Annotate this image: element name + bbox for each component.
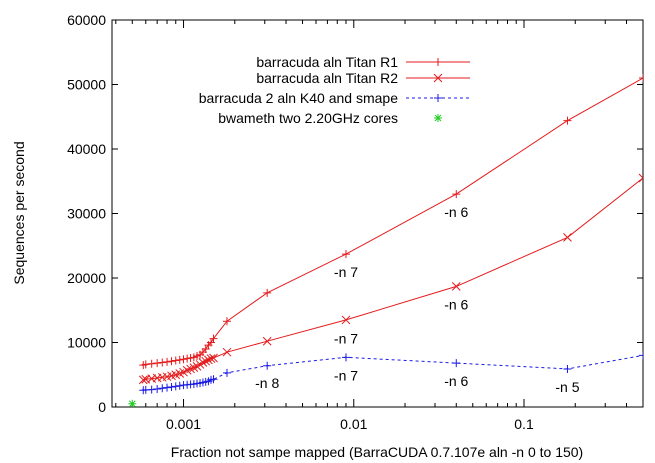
data-point bbox=[163, 383, 172, 392]
data-point bbox=[263, 288, 272, 297]
data-point bbox=[341, 250, 350, 259]
data-point bbox=[451, 282, 461, 291]
legend-label: barracuda 2 aln K40 and smape bbox=[199, 90, 398, 106]
data-point bbox=[222, 347, 232, 357]
data-point bbox=[171, 356, 180, 365]
annotation-label: -n 8 bbox=[255, 375, 279, 391]
data-point bbox=[175, 381, 184, 390]
data-point bbox=[563, 116, 572, 125]
data-point bbox=[639, 74, 643, 83]
series-line bbox=[143, 177, 643, 381]
data-point bbox=[341, 315, 351, 325]
x-axis-label: Fraction not sampe mapped (BarraCUDA 0.7… bbox=[171, 444, 583, 460]
data-point bbox=[189, 363, 199, 373]
data-point bbox=[222, 317, 231, 326]
data-point bbox=[167, 357, 176, 366]
annotation-label: -n 7 bbox=[334, 367, 358, 383]
legend-label: bwameth two 2.20GHz cores bbox=[218, 110, 398, 126]
y-tick-label: 30000 bbox=[67, 206, 106, 222]
data-point bbox=[138, 375, 148, 385]
legend-marker bbox=[434, 114, 442, 122]
data-point bbox=[452, 359, 461, 368]
data-point bbox=[206, 354, 216, 363]
annotation-label: -n 5 bbox=[555, 379, 579, 395]
legend-label: barracuda aln Titan R2 bbox=[256, 70, 398, 86]
legend-marker bbox=[434, 58, 442, 66]
data-point bbox=[563, 364, 572, 373]
data-point bbox=[209, 353, 218, 363]
data-point bbox=[209, 334, 218, 343]
data-point bbox=[183, 354, 192, 363]
x-tick-label: 0.1 bbox=[514, 416, 534, 432]
annotations-layer: -n 6 -n 7 -n 6 -n 7 -n 8 -n 7 -n 6 -n 5 bbox=[255, 204, 580, 395]
data-point bbox=[153, 384, 162, 393]
data-point bbox=[147, 385, 156, 394]
data-point bbox=[341, 353, 350, 362]
data-point bbox=[186, 364, 195, 374]
data-point bbox=[452, 190, 461, 199]
data-point bbox=[263, 361, 272, 370]
y-tick-label: 50000 bbox=[67, 77, 106, 93]
data-point bbox=[638, 173, 643, 183]
y-axis-label: Sequences per second bbox=[11, 141, 27, 284]
series-4 bbox=[128, 399, 137, 407]
series-3 bbox=[139, 351, 643, 395]
legend-marker bbox=[434, 94, 442, 102]
legend-label: barracuda aln Titan R1 bbox=[256, 54, 398, 70]
data-point bbox=[167, 383, 176, 392]
data-point bbox=[158, 358, 167, 367]
data-point bbox=[128, 399, 137, 407]
data-point bbox=[163, 357, 172, 366]
legend-marker bbox=[433, 73, 443, 83]
data-point bbox=[222, 368, 231, 377]
annotation-label: -n 6 bbox=[444, 373, 468, 389]
x-tick-label: 0.001 bbox=[166, 416, 201, 432]
y-tick-label: 20000 bbox=[67, 270, 106, 286]
series-1 bbox=[139, 74, 643, 370]
data-point bbox=[563, 233, 572, 242]
annotation-label: -n 6 bbox=[444, 296, 468, 312]
data-point bbox=[209, 375, 218, 384]
y-axis-ticks: 0 10000 20000 30000 40000 50000 60000 bbox=[67, 12, 643, 415]
y-tick-label: 0 bbox=[98, 399, 106, 415]
data-point bbox=[639, 351, 643, 360]
data-point bbox=[158, 384, 167, 393]
series-layer bbox=[128, 74, 643, 407]
x-tick-label: 0.01 bbox=[340, 416, 367, 432]
y-tick-label: 40000 bbox=[67, 141, 106, 157]
data-point bbox=[153, 359, 162, 368]
data-point bbox=[262, 336, 272, 346]
data-point bbox=[201, 356, 211, 366]
data-point bbox=[179, 355, 188, 364]
data-point bbox=[186, 353, 195, 362]
data-point bbox=[175, 355, 184, 364]
annotation-label: -n 7 bbox=[334, 264, 358, 280]
data-point bbox=[204, 355, 213, 365]
y-tick-label: 10000 bbox=[67, 335, 106, 351]
annotation-label: -n 6 bbox=[444, 204, 468, 220]
series-2 bbox=[138, 173, 643, 385]
y-tick-label: 60000 bbox=[67, 12, 106, 28]
data-point bbox=[198, 358, 208, 367]
data-point bbox=[141, 360, 150, 369]
annotation-label: -n 7 bbox=[334, 331, 358, 347]
data-point bbox=[147, 359, 156, 368]
data-point bbox=[171, 382, 180, 391]
